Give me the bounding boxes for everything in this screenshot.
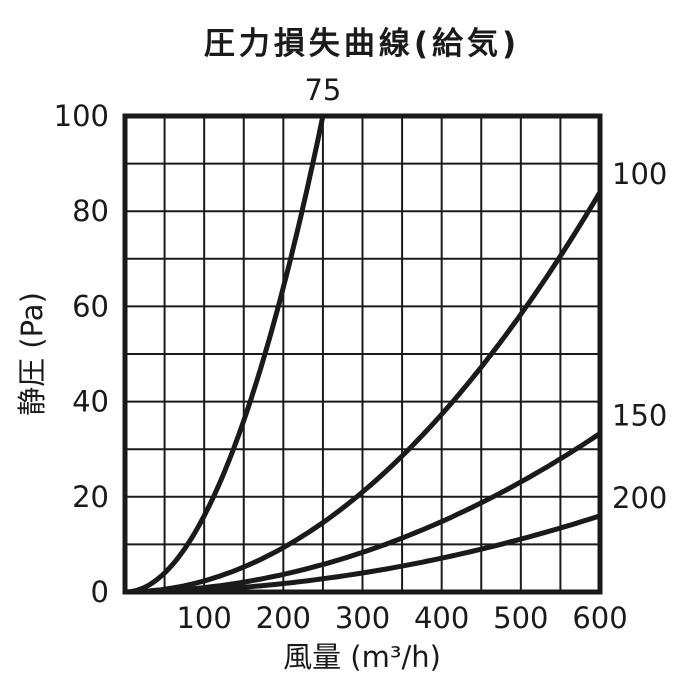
x-tick-label: 400 xyxy=(414,601,469,635)
x-tick-label: 600 xyxy=(572,601,627,635)
y-ticks: 0 20 40 60 80 100 xyxy=(54,99,109,609)
y-tick-label: 80 xyxy=(72,194,109,228)
grid xyxy=(125,116,600,592)
series-label-150: 150 xyxy=(612,398,667,432)
series-labels: 75 100 150 200 xyxy=(304,73,667,515)
y-axis-label: 静圧 (Pa) xyxy=(15,292,49,416)
x-ticks: 100 200 300 400 500 600 xyxy=(176,601,627,635)
y-tick-label: 100 xyxy=(54,99,109,133)
chart-title: 圧力損失曲線(給気) xyxy=(204,26,520,62)
series-label-75: 75 xyxy=(304,73,341,107)
y-tick-label: 60 xyxy=(72,289,109,323)
x-tick-label: 200 xyxy=(256,601,311,635)
series-label-200: 200 xyxy=(612,481,667,515)
series-curve-100 xyxy=(122,189,603,595)
x-tick-label: 500 xyxy=(493,601,548,635)
x-tick-label: 100 xyxy=(176,601,231,635)
y-tick-label: 40 xyxy=(72,385,109,419)
series-label-100: 100 xyxy=(612,157,667,191)
x-axis-label: 風量 (m³/h) xyxy=(283,640,441,674)
y-tick-label: 0 xyxy=(91,575,109,609)
x-tick-label: 300 xyxy=(335,601,390,635)
plot-frame xyxy=(122,113,603,595)
series-curve-75 xyxy=(122,113,326,595)
y-tick-label: 20 xyxy=(72,480,109,514)
